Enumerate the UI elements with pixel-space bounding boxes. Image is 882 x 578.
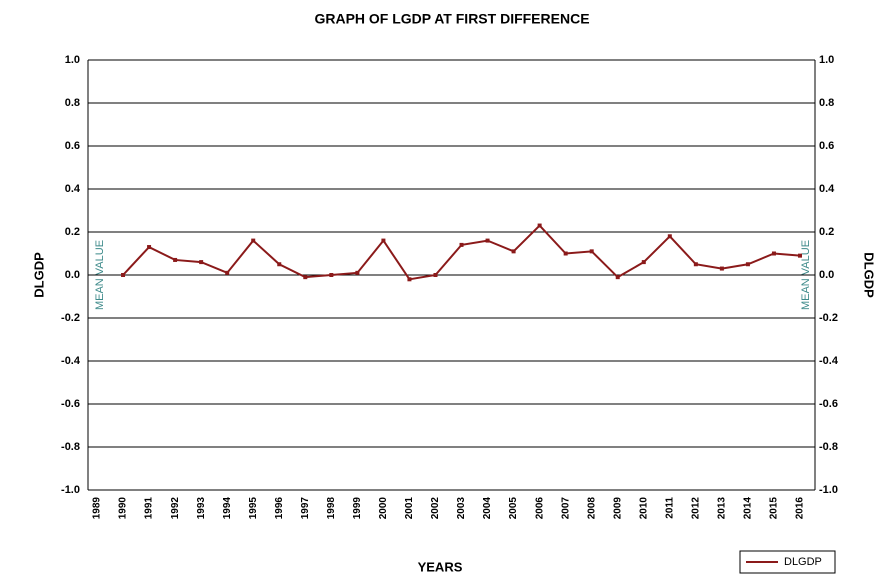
y-tick-label: -0.8 bbox=[61, 441, 80, 453]
data-point bbox=[667, 234, 672, 239]
x-tick-label: 2002 bbox=[430, 497, 441, 520]
x-tick-label: 2000 bbox=[378, 497, 389, 520]
x-tick-label: 1996 bbox=[274, 497, 285, 520]
x-tick-label: 2012 bbox=[690, 497, 701, 520]
y2-tick-label: 0.8 bbox=[819, 97, 834, 109]
y-tick-label: 0.6 bbox=[65, 140, 80, 152]
data-point bbox=[589, 249, 594, 254]
data-point bbox=[615, 275, 620, 280]
data-point bbox=[719, 266, 724, 271]
x-axis-label: YEARS bbox=[418, 559, 463, 574]
y-tick-label: 0.8 bbox=[65, 97, 80, 109]
data-line bbox=[122, 224, 801, 281]
x-tick-label: 1994 bbox=[222, 497, 233, 520]
x-tick-label: 2005 bbox=[508, 497, 519, 520]
x-tick-label: 2003 bbox=[456, 497, 467, 520]
x-tick-label: 1991 bbox=[144, 497, 155, 520]
data-point bbox=[355, 270, 360, 275]
data-point bbox=[511, 249, 516, 254]
x-tick-label: 2014 bbox=[743, 497, 754, 520]
x-tick-label: 1999 bbox=[352, 497, 363, 520]
data-point bbox=[745, 262, 750, 267]
y-tick-label: -0.6 bbox=[61, 398, 80, 410]
y-tick-label: -0.4 bbox=[61, 355, 81, 367]
y-tick-label: 0.2 bbox=[65, 226, 80, 238]
y-tick-label: 1.0 bbox=[65, 54, 80, 66]
data-point bbox=[433, 273, 438, 277]
x-tick-label: 2006 bbox=[534, 497, 545, 520]
y2-tick-label: 0.4 bbox=[819, 183, 835, 195]
data-point bbox=[225, 270, 230, 275]
data-point bbox=[563, 251, 568, 256]
x-tick-label: 2010 bbox=[638, 497, 649, 520]
data-point bbox=[693, 262, 698, 267]
legend-box bbox=[739, 550, 836, 574]
data-point bbox=[199, 260, 204, 265]
x-tick-label: 2004 bbox=[482, 497, 493, 520]
y-tick-label: 0.0 bbox=[65, 269, 80, 281]
y-tick-label: -1.0 bbox=[61, 484, 80, 496]
x-tick-label: 1995 bbox=[248, 497, 259, 520]
data-point bbox=[407, 277, 412, 282]
x-tick-label: 2001 bbox=[404, 497, 415, 520]
x-tick-label: 2015 bbox=[769, 497, 780, 520]
data-point bbox=[303, 275, 308, 280]
y2-tick-label: -1.0 bbox=[819, 484, 838, 496]
y2-axis-label: DLGDP bbox=[862, 252, 877, 298]
data-point bbox=[173, 257, 178, 262]
y-axis-label: DLGDP bbox=[31, 252, 46, 298]
x-tick-label: 1993 bbox=[196, 497, 207, 520]
y2-tick-label: 0.0 bbox=[819, 269, 834, 281]
y2-tick-label: 1.0 bbox=[819, 54, 834, 66]
y2-tick-label: 0.6 bbox=[819, 140, 834, 152]
data-point bbox=[277, 262, 282, 267]
y-tick-label: -0.2 bbox=[61, 312, 80, 324]
data-point bbox=[771, 251, 776, 256]
y-tick-label: 0.4 bbox=[65, 183, 81, 195]
x-tick-label: 2011 bbox=[664, 497, 675, 519]
x-tick-label: 1998 bbox=[326, 497, 337, 520]
x-tick-label: 1989 bbox=[92, 497, 103, 520]
legend-label: DLGDP bbox=[784, 556, 822, 568]
data-point bbox=[485, 238, 490, 243]
x-tick-label: 2009 bbox=[612, 497, 623, 520]
data-point bbox=[381, 238, 386, 243]
y2-tick-label: -0.6 bbox=[819, 398, 838, 410]
data-point bbox=[147, 245, 152, 250]
data-point bbox=[329, 273, 334, 277]
data-point bbox=[459, 242, 464, 247]
y2-tick-label: -0.2 bbox=[819, 312, 838, 324]
data-point bbox=[251, 238, 256, 243]
x-tick-label: 2016 bbox=[795, 497, 806, 520]
x-tick-label: 1992 bbox=[170, 497, 181, 520]
chart-title: GRAPH OF LGDP AT FIRST DIFFERENCE bbox=[314, 11, 589, 27]
x-tick-label: 1990 bbox=[118, 497, 129, 520]
y2-tick-label: -0.8 bbox=[819, 441, 838, 453]
data-point bbox=[798, 253, 802, 258]
data-point bbox=[121, 273, 126, 277]
x-tick-label: 2007 bbox=[560, 497, 571, 520]
y2-tick-label: -0.4 bbox=[819, 355, 839, 367]
x-tick-label: 2013 bbox=[717, 497, 728, 520]
data-point bbox=[641, 260, 646, 265]
data-point bbox=[537, 223, 542, 228]
x-tick-label: 1997 bbox=[300, 497, 311, 520]
y2-tick-label: 0.2 bbox=[819, 226, 834, 238]
x-tick-label: 2008 bbox=[586, 497, 597, 520]
